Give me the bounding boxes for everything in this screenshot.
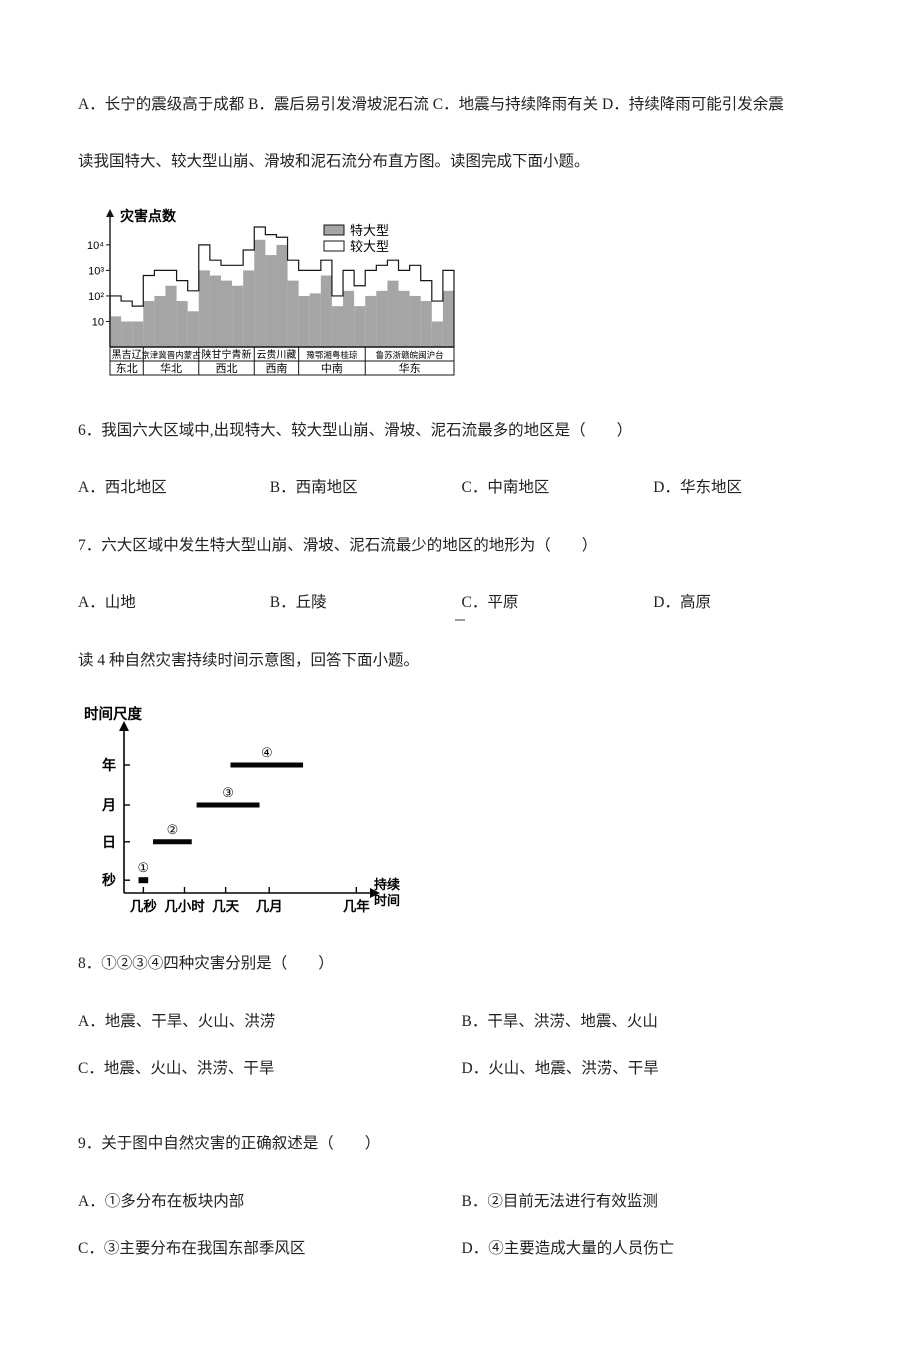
chart2: 时间尺度年月日秒几秒几小时几天 几月 几年持续时间 ① ② ③ ④ bbox=[78, 703, 845, 921]
chart2-intro: 读 4 种自然灾害持续时间示意图，回答下面小题。 bbox=[78, 646, 845, 675]
q9-optD: D．④主要造成大量的人员伤亡 bbox=[462, 1234, 846, 1263]
q8-optA: A．地震、干旱、火山、洪涝 bbox=[78, 1007, 462, 1036]
chart1-intro: 读我国特大、较大型山崩、滑坡和泥石流分布直方图。读图完成下面小题。 bbox=[78, 147, 845, 176]
q7-optA: A．山地 bbox=[78, 588, 270, 617]
svg-text:时间: 时间 bbox=[374, 893, 400, 908]
svg-text:鲁苏浙赣皖闽沪台: 鲁苏浙赣皖闽沪台 bbox=[376, 350, 444, 360]
svg-text:华东: 华东 bbox=[399, 361, 421, 375]
svg-text:几年: 几年 bbox=[343, 898, 370, 914]
svg-text:豫鄂湘粤桂琼: 豫鄂湘粤桂琼 bbox=[306, 350, 358, 360]
q7-options: A．山地 B．丘陵 C．平原 D．高原 bbox=[78, 588, 845, 617]
svg-text:④: ④ bbox=[261, 745, 273, 760]
chart1: 灾害点数 10⁴ 10³ 10² 10 特大型较大型黑吉辽东北京津冀晋内蒙古华北 陕甘宁青新… bbox=[78, 205, 845, 388]
q8-optC: C．地震、火山、洪涝、干旱 bbox=[78, 1054, 462, 1083]
svg-text:几秒: 几秒 bbox=[130, 898, 157, 914]
svg-text:灾害点数: 灾害点数 bbox=[120, 208, 177, 225]
q6-optC: C．中南地区 bbox=[462, 473, 654, 502]
svg-text:10⁴: 10⁴ bbox=[87, 240, 104, 252]
q6-options: A．西北地区 B．西南地区 C．中南地区 D．华东地区 bbox=[78, 473, 845, 502]
svg-text:月: 月 bbox=[101, 798, 116, 814]
svg-text:时间尺度: 时间尺度 bbox=[84, 705, 142, 723]
q6-optA: A．西北地区 bbox=[78, 473, 270, 502]
text-cursor-mark bbox=[455, 619, 465, 621]
svg-text:京津冀晋内蒙古: 京津冀晋内蒙古 bbox=[141, 350, 201, 360]
q8-stem: 8．①②③④四种灾害分别是（ ） bbox=[78, 949, 845, 978]
q7-optB: B．丘陵 bbox=[270, 588, 462, 617]
svg-text:云贵川藏: 云贵川藏 bbox=[256, 348, 296, 361]
svg-text:西北: 西北 bbox=[216, 362, 238, 375]
svg-text:10³: 10³ bbox=[88, 265, 104, 277]
svg-text:10²: 10² bbox=[88, 291, 104, 303]
svg-text:几月: 几月 bbox=[256, 899, 283, 914]
svg-text:持续: 持续 bbox=[374, 877, 400, 892]
q6-optD: D．华东地区 bbox=[653, 473, 845, 502]
q6-stem: 6．我国六大区域中,出现特大、较大型山崩、滑坡、泥石流最多的地区是（ ） bbox=[78, 416, 845, 445]
svg-text:华北: 华北 bbox=[160, 361, 182, 375]
q5-options: A．长宁的震级高于成都 B．震后易引发滑坡泥石流 C．地震与持续降雨有关 D．持… bbox=[78, 90, 845, 119]
q9-stem: 9．关于图中自然灾害的正确叙述是（ ） bbox=[78, 1129, 845, 1158]
q6-optB: B．西南地区 bbox=[270, 473, 462, 502]
q8-optB: B．干旱、洪涝、地震、火山 bbox=[462, 1007, 846, 1036]
svg-text:日: 日 bbox=[102, 835, 116, 851]
q9-optA: A．①多分布在板块内部 bbox=[78, 1187, 462, 1216]
svg-text:10: 10 bbox=[92, 316, 104, 328]
q8-optD: D．火山、地震、洪涝、干旱 bbox=[462, 1054, 846, 1083]
q9-optB: B．②目前无法进行有效监测 bbox=[462, 1187, 846, 1216]
q8-options: A．地震、干旱、火山、洪涝 B．干旱、洪涝、地震、火山 C．地震、火山、洪涝、干… bbox=[78, 1007, 845, 1102]
svg-text:东北: 东北 bbox=[116, 362, 138, 375]
q7-stem: 7．六大区域中发生特大型山崩、滑坡、泥石流最少的地区的地形为（ ） bbox=[78, 531, 845, 560]
q7-optC: C．平原 bbox=[462, 588, 654, 617]
svg-text:①: ① bbox=[138, 860, 150, 875]
svg-text:特大型: 特大型 bbox=[350, 223, 389, 238]
svg-text:年: 年 bbox=[102, 757, 116, 774]
q9-options: A．①多分布在板块内部 B．②目前无法进行有效监测 C．③主要分布在我国东部季风… bbox=[78, 1187, 845, 1282]
svg-text:陕甘宁青新: 陕甘宁青新 bbox=[202, 348, 252, 361]
svg-text:③: ③ bbox=[222, 785, 234, 800]
svg-text:几小时: 几小时 bbox=[164, 898, 205, 914]
svg-text:几天: 几天 bbox=[212, 899, 239, 914]
q7-optD: D．高原 bbox=[653, 588, 845, 617]
svg-text:较大型: 较大型 bbox=[350, 239, 389, 254]
q9-optC: C．③主要分布在我国东部季风区 bbox=[78, 1234, 462, 1263]
svg-text:中南: 中南 bbox=[321, 362, 343, 375]
svg-text:②: ② bbox=[167, 822, 179, 837]
svg-text:黑吉辽: 黑吉辽 bbox=[112, 349, 142, 361]
svg-text:西南: 西南 bbox=[265, 362, 287, 375]
svg-text:秒: 秒 bbox=[102, 872, 116, 889]
